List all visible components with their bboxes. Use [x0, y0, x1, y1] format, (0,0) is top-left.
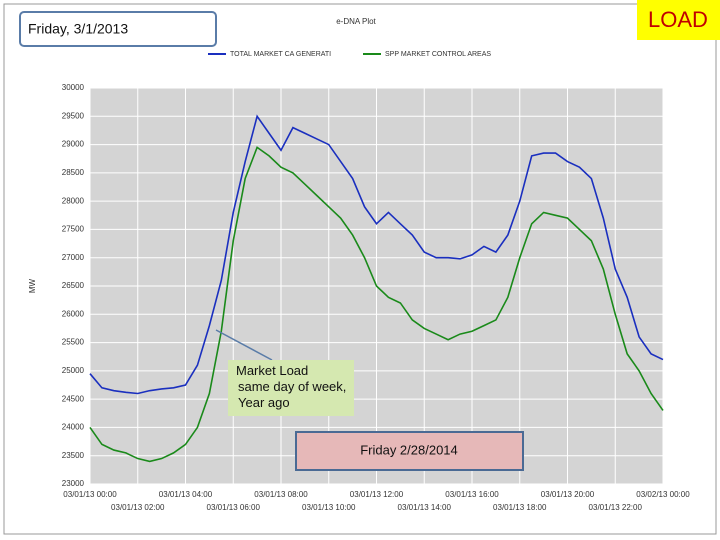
y-tick-label: 25000	[62, 366, 85, 375]
series-line	[89, 146, 664, 463]
y-tick-label: 24000	[62, 423, 85, 432]
x-tick-label: 03/01/13 06:00	[207, 503, 261, 512]
y-tick-label: 28500	[62, 168, 85, 177]
annotation-box	[228, 360, 354, 416]
day-box	[19, 11, 217, 47]
tag-box	[637, 0, 720, 40]
legend-label: TOTAL MARKET CA GENERATI	[230, 51, 331, 58]
x-tick-label: 03/01/13 00:00	[63, 490, 117, 499]
x-tick-label: 03/01/13 14:00	[398, 503, 452, 512]
series-line	[89, 114, 664, 395]
y-tick-label: 24500	[62, 394, 85, 403]
annotation-pointer	[215, 329, 273, 361]
y-tick-label: 30000	[62, 83, 85, 92]
y-tick-label: 27000	[62, 253, 85, 262]
x-tick-label: 03/01/13 12:00	[350, 490, 404, 499]
x-tick-label: 03/02/13 00:00	[636, 490, 690, 499]
y-tick-label: 29000	[62, 140, 85, 149]
y-tick-label: 23500	[62, 451, 85, 460]
x-tick-label: 03/01/13 16:00	[445, 490, 499, 499]
x-tick-label: 03/01/13 04:00	[159, 490, 213, 499]
x-tick-label: 03/01/13 08:00	[254, 490, 308, 499]
legend-label: SPP MARKET CONTROL AREAS	[385, 51, 491, 58]
annotation: Market Load same day of week, Year ago	[236, 363, 346, 410]
x-tick-label: 03/01/13 18:00	[493, 503, 547, 512]
date-label: Friday 2/28/2014	[360, 442, 458, 457]
x-tick-label: 03/01/13 20:00	[541, 490, 595, 499]
y-tick-label: 25500	[62, 338, 85, 347]
date-box	[295, 431, 524, 471]
x-tick-label: 03/01/13 22:00	[589, 503, 643, 512]
day-label: Friday, 3/1/2013	[28, 21, 128, 37]
y-axis-label: MW	[28, 278, 37, 293]
x-tick-label: 03/01/13 10:00	[302, 503, 356, 512]
y-tick-label: 29500	[62, 111, 85, 120]
y-tick-label: 27500	[62, 225, 85, 234]
y-tick-label: 23000	[62, 479, 85, 488]
y-tick-label: 28000	[62, 196, 85, 205]
tag: LOAD	[648, 7, 708, 32]
x-tick-label: 03/01/13 02:00	[111, 503, 165, 512]
chart-title: e-DNA Plot	[336, 17, 376, 26]
y-tick-label: 26500	[62, 281, 85, 290]
y-tick-label: 26000	[62, 309, 85, 318]
